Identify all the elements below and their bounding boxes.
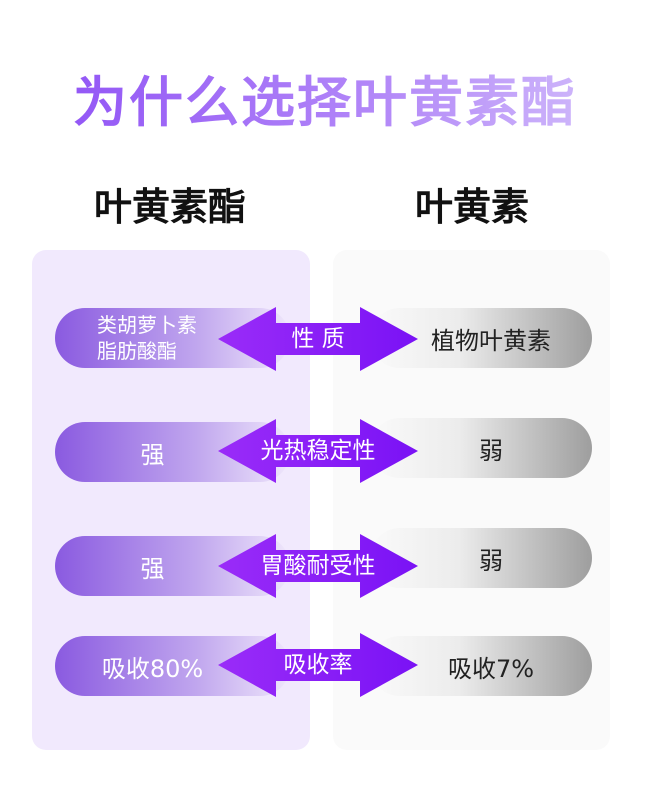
arrow-label: 光热稳定性 — [260, 438, 376, 464]
right-value: 弱 — [479, 546, 503, 575]
left-value: 强 — [140, 554, 165, 583]
column-header-lutein: 叶黄素 — [414, 185, 529, 229]
arrow-label: 吸收率 — [283, 652, 353, 678]
double-arrow-icon — [218, 419, 418, 483]
left-value: 吸收80% — [101, 654, 204, 683]
double-arrow-acid: 胃酸耐受性 — [218, 533, 418, 599]
left-value-line1: 类胡萝卜素 — [97, 313, 197, 337]
double-arrow-icon — [218, 534, 418, 598]
right-pill-acid: 弱 — [370, 528, 592, 588]
right-value: 弱 — [479, 436, 503, 465]
left-value-line2: 脂肪酸酯 — [97, 339, 177, 363]
double-arrow-absorption: 吸收率 — [218, 632, 418, 698]
arrow-label: 胃酸耐受性 — [260, 553, 376, 579]
column-header-lutein-ester: 叶黄素酯 — [93, 185, 246, 229]
right-value: 吸收7% — [447, 654, 535, 683]
double-arrow-nature: 性 质 — [218, 306, 418, 372]
double-arrow-icon — [218, 307, 418, 371]
right-value: 植物叶黄素 — [431, 326, 551, 355]
left-value: 强 — [140, 440, 165, 469]
double-arrow-stability: 光热稳定性 — [218, 418, 418, 484]
page-title: 为什么选择叶黄素酯 — [0, 58, 650, 137]
double-arrow-icon — [218, 633, 418, 697]
arrow-label: 性 质 — [291, 326, 345, 352]
